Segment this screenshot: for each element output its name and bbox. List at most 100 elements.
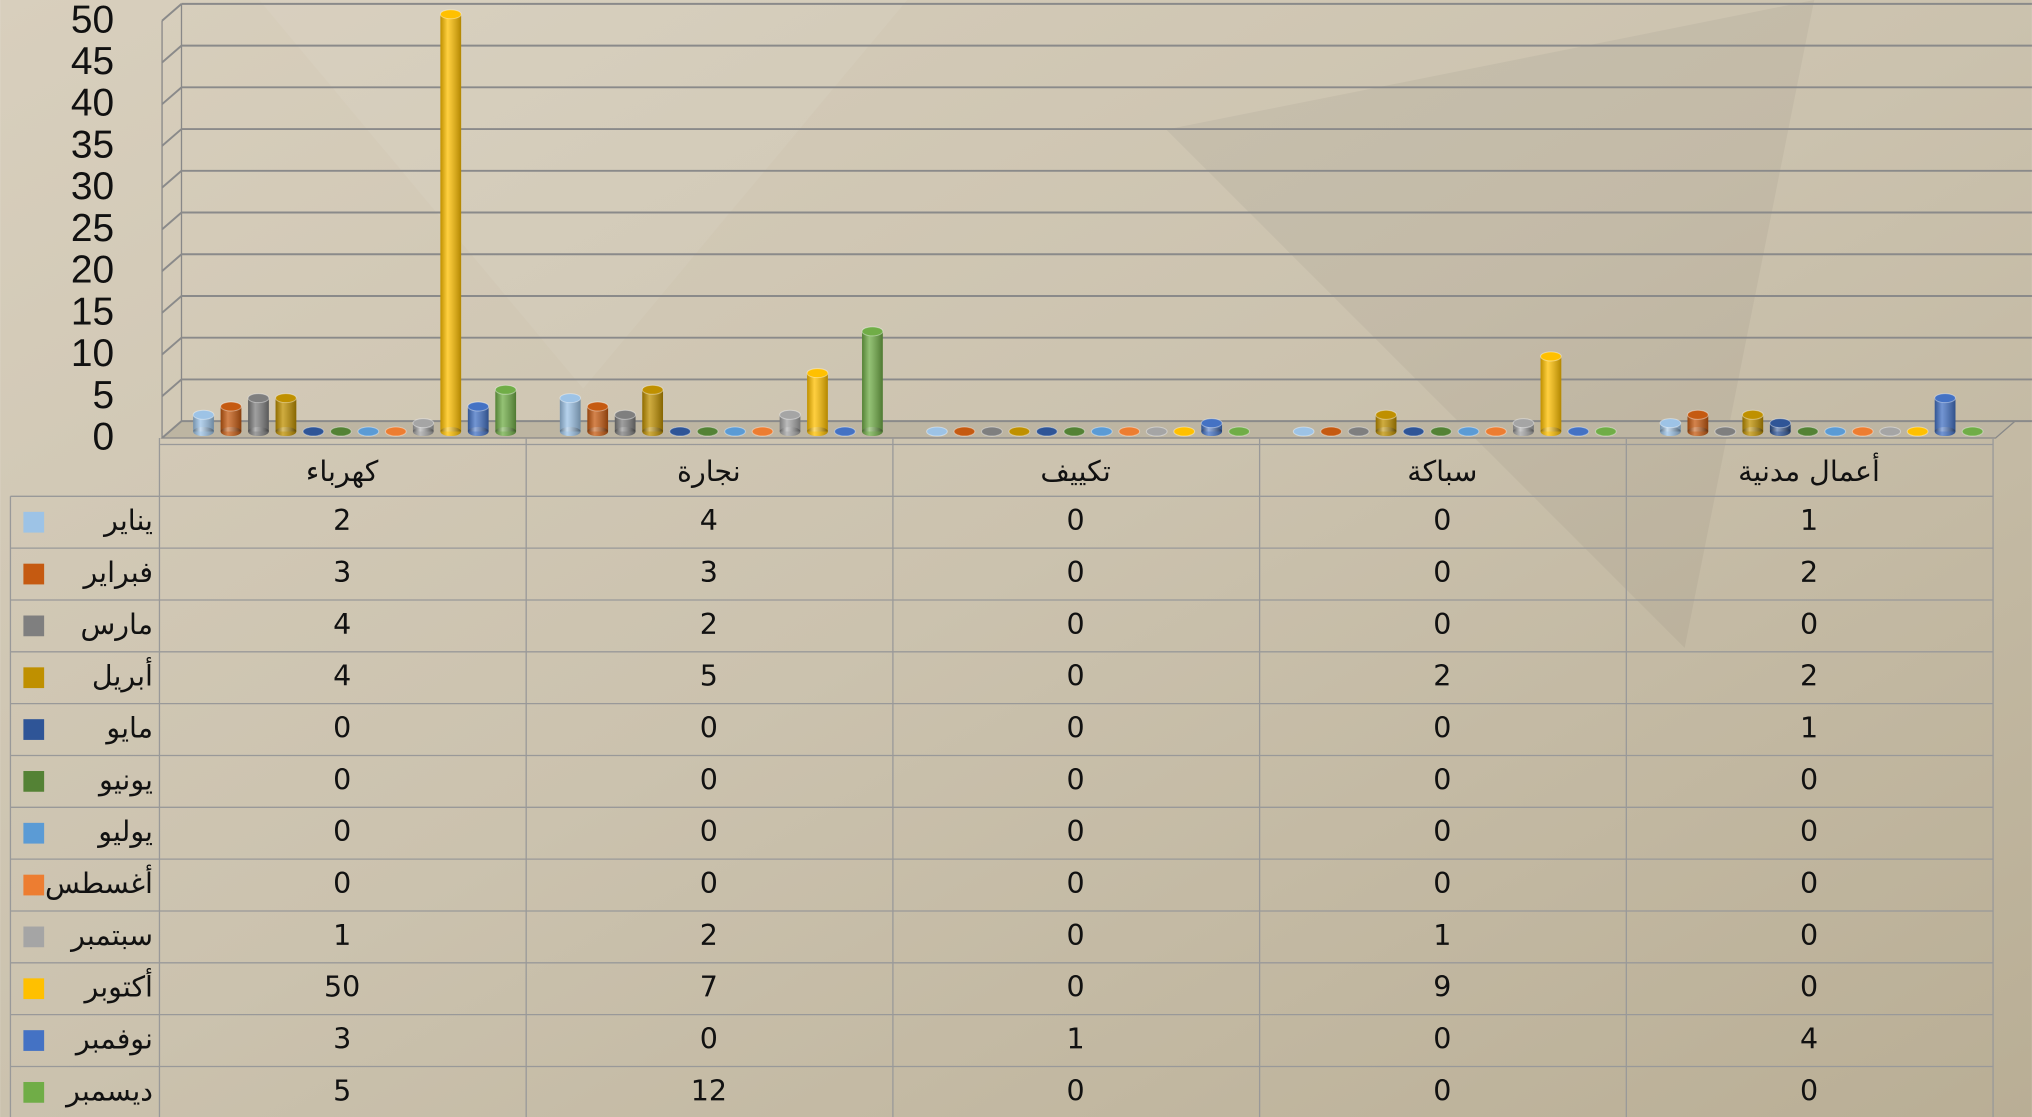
legend-swatch — [23, 771, 45, 792]
bar — [586, 401, 609, 437]
bar-top — [1769, 418, 1792, 429]
floor — [160, 420, 2017, 439]
bar-top — [1090, 426, 1113, 437]
bar-shade — [193, 414, 214, 432]
bar — [1512, 418, 1535, 437]
bar — [1594, 426, 1617, 437]
category-label: كهرباء — [306, 455, 379, 488]
bar-top — [926, 426, 948, 437]
table-value: 2 — [700, 919, 718, 952]
table-value: 9 — [1433, 971, 1451, 1004]
bar — [1320, 426, 1343, 437]
bar-shade-base — [467, 426, 489, 437]
bar-top — [192, 409, 215, 420]
bar-shade-base — [1201, 426, 1223, 437]
bar — [1851, 426, 1874, 437]
bar-top — [1906, 426, 1929, 437]
bar-top — [724, 426, 746, 437]
bar — [1567, 426, 1590, 437]
bar-shade-base — [412, 426, 434, 437]
category-label: أعمال مدنية — [1738, 452, 1880, 488]
bar-shade — [862, 331, 883, 432]
bar-top — [1402, 426, 1425, 437]
bar — [1063, 426, 1086, 437]
bar-top — [1594, 426, 1617, 437]
table-value: 0 — [1067, 660, 1085, 693]
bar-shade — [807, 373, 828, 432]
bar-top — [1200, 418, 1223, 429]
bar — [724, 426, 746, 437]
legend-label: ديسمبر — [64, 1074, 153, 1107]
y-tick-label: 25 — [71, 207, 114, 250]
bar-top — [1008, 426, 1031, 437]
table-value: 4 — [333, 608, 351, 641]
table-value: 4 — [700, 504, 718, 537]
bar — [1008, 426, 1031, 437]
bar-top — [247, 393, 270, 404]
bar — [1879, 426, 1902, 437]
y-tick-label: 30 — [71, 165, 114, 208]
bar-shade-base — [1687, 426, 1709, 437]
grid-line-side — [161, 336, 183, 356]
bar — [1228, 426, 1251, 437]
bar — [559, 393, 582, 437]
bar — [1796, 426, 1819, 437]
table-value: 2 — [700, 608, 718, 641]
bar-top — [1347, 426, 1370, 437]
bar-shade-base — [1660, 426, 1681, 437]
bar-top — [559, 393, 582, 404]
table-value: 0 — [700, 1023, 718, 1056]
table-value: 0 — [700, 763, 718, 796]
bar-top — [614, 409, 637, 420]
bar-top — [1375, 409, 1397, 420]
bar-shade-base — [1742, 426, 1764, 437]
table-value: 0 — [1067, 919, 1085, 952]
table-value: 2 — [333, 504, 351, 537]
bar-top — [329, 426, 352, 437]
table-value: 0 — [1800, 815, 1818, 848]
bar-shade-base — [614, 426, 636, 437]
y-tick-label: 50 — [71, 0, 114, 41]
bar-shade — [440, 14, 462, 432]
bar — [1906, 426, 1929, 437]
bar-top — [1934, 393, 1956, 404]
bar — [641, 384, 664, 437]
table-value: 0 — [1800, 763, 1818, 796]
table-value: 12 — [691, 1074, 727, 1107]
bar-shade-base — [779, 426, 801, 437]
table-value: 0 — [1433, 1074, 1451, 1107]
bar-shade-base — [559, 426, 581, 437]
table-value: 0 — [1067, 504, 1085, 537]
bar-shade-base — [807, 426, 828, 437]
bar-shade-base — [1769, 426, 1791, 437]
bar-top — [1512, 418, 1535, 429]
table-value: 50 — [324, 971, 360, 1004]
bar-shade — [248, 398, 269, 432]
legend-swatch — [23, 563, 45, 585]
decor — [259, 0, 908, 389]
category-label: نجارة — [677, 455, 741, 488]
legend-swatch — [23, 822, 45, 844]
bar — [696, 426, 719, 437]
bar-top — [1035, 426, 1058, 437]
bar-shade — [1934, 398, 1956, 432]
table-value: 4 — [333, 660, 351, 693]
bar-shade-base — [1540, 426, 1562, 437]
legend-label: أكتوبر — [83, 968, 153, 1004]
table-value: 1 — [1067, 1023, 1085, 1056]
table-value: 1 — [1800, 712, 1818, 745]
bar — [357, 426, 380, 437]
grid-line-side — [161, 86, 183, 105]
grid-line-side — [161, 295, 183, 314]
bar-top — [751, 426, 774, 437]
bar-top — [467, 401, 490, 412]
table-value: 5 — [700, 660, 718, 693]
y-tick-label: 10 — [71, 332, 114, 375]
table-value: 0 — [1800, 919, 1818, 952]
bar-top — [357, 426, 380, 437]
bar-top — [1173, 426, 1196, 437]
bar-top — [1659, 418, 1682, 429]
bar-shade-base — [1375, 426, 1397, 437]
bar — [1961, 426, 1984, 437]
bar-top — [586, 401, 609, 412]
